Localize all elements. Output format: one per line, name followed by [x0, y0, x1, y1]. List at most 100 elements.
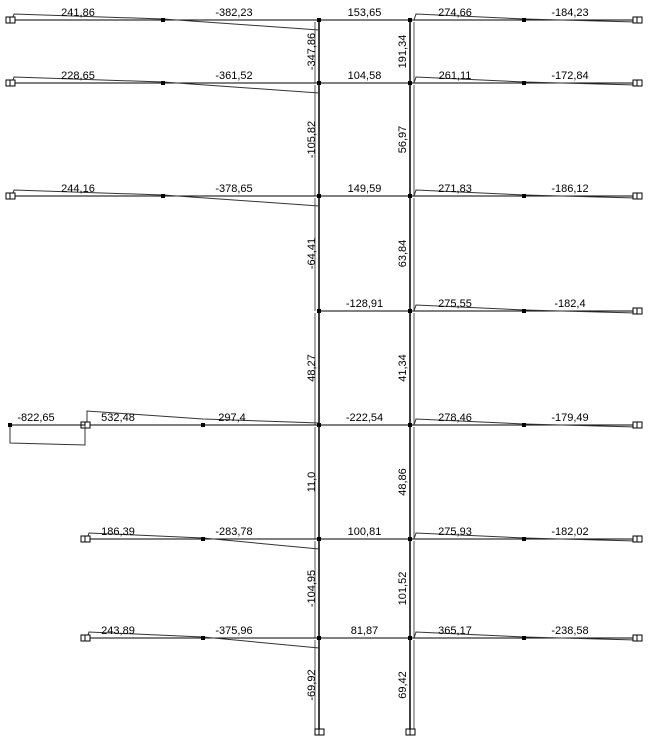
- right-beam-moment-label: -184,23: [551, 7, 588, 19]
- left-beam-moment-label: 243,89: [101, 625, 135, 637]
- left-beam-moment-label: -382,23: [215, 7, 252, 19]
- middle-beam-moment-label: 104,58: [348, 70, 382, 82]
- node: [408, 636, 412, 640]
- node: [317, 636, 321, 640]
- cantilever-moment-label: -822,65: [17, 412, 54, 424]
- node: [408, 18, 412, 22]
- left-beam-moment-label: 228,65: [61, 70, 95, 82]
- left-column-moment-label: 48,27: [306, 354, 318, 382]
- right-beam-moment-label: 274,66: [438, 7, 472, 19]
- node: [522, 309, 526, 313]
- middle-beam-moment-label: 153,65: [348, 7, 382, 19]
- middle-beam-moment-label: 81,87: [351, 625, 379, 637]
- right-beam-moment-label: 271,83: [438, 183, 472, 195]
- right-beam-moment-label: -238,58: [551, 625, 588, 637]
- fixed-support-icon: [636, 307, 643, 315]
- node: [408, 537, 412, 541]
- node: [201, 423, 205, 427]
- right-beam-moment-line: [413, 532, 638, 542]
- node: [161, 81, 165, 85]
- right-beam-moment-label: 275,93: [438, 526, 472, 538]
- left-column-moment-label: -104,95: [306, 570, 318, 607]
- node: [317, 18, 321, 22]
- fixed-support-icon: [84, 421, 91, 429]
- left-beam-moment-label: 244,16: [61, 183, 95, 195]
- right-column-moment-label: 63,84: [397, 240, 409, 268]
- middle-beam-moment-label: 149,59: [348, 183, 382, 195]
- fixed-support-icon: [9, 79, 16, 87]
- node: [201, 537, 205, 541]
- node: [8, 423, 12, 427]
- left-beam-moment-label: 241,86: [61, 7, 95, 19]
- left-column-moment-label: -64,41: [306, 238, 318, 269]
- right-beam-moment-label: -182,02: [551, 526, 588, 538]
- fixed-support-icon: [318, 728, 325, 736]
- left-column-moment-label: -69,92: [306, 669, 318, 700]
- node: [522, 81, 526, 85]
- fixed-support-icon: [636, 421, 643, 429]
- left-column-moment-label: -347,86: [306, 33, 318, 70]
- node: [522, 537, 526, 541]
- left-beam-moment-label: 186,39: [101, 526, 135, 538]
- fixed-support-icon: [9, 16, 16, 24]
- right-beam-moment-line: [413, 76, 638, 86]
- right-column-moment-label: 69,42: [397, 671, 409, 699]
- left-beam-moment-label: 297,4: [218, 412, 246, 424]
- right-beam-moment-label: -182,4: [554, 298, 585, 310]
- right-beam-moment-label: 365,17: [438, 625, 472, 637]
- node: [161, 18, 165, 22]
- left-beam-moment-label: -361,52: [215, 70, 252, 82]
- right-beam-moment-label: -186,12: [551, 183, 588, 195]
- cantilever-moment-line: [9, 425, 86, 446]
- right-column-moment-label: 56,97: [397, 126, 409, 154]
- right-beam-moment-label: -172,84: [551, 70, 588, 82]
- node: [522, 18, 526, 22]
- left-beam-moment-line: [11, 189, 320, 207]
- right-column-moment-label: 48,86: [397, 468, 409, 496]
- node: [522, 194, 526, 198]
- right-beam-moment-label: 275,55: [438, 298, 472, 310]
- left-beam-moment-label: -378,65: [215, 183, 252, 195]
- node: [161, 194, 165, 198]
- middle-beam-moment-label: -222,54: [346, 412, 383, 424]
- node: [522, 636, 526, 640]
- node: [317, 81, 321, 85]
- node: [408, 194, 412, 198]
- right-column-moment-label: 101,52: [397, 572, 409, 606]
- node: [408, 423, 412, 427]
- left-beam-moment-line: [11, 13, 320, 31]
- fixed-support-icon: [84, 634, 91, 642]
- right-beam-moment-label: 261,11: [439, 70, 472, 82]
- fixed-support-icon: [9, 192, 16, 200]
- fixed-support-icon: [636, 535, 643, 543]
- right-beam-moment-line: [413, 13, 638, 23]
- left-column-moment-label: -105,82: [306, 121, 318, 158]
- right-beam-moment-line: [413, 189, 638, 199]
- left-beam-moment-label: -375,96: [215, 625, 252, 637]
- middle-beam-moment-label: -128,91: [346, 298, 383, 310]
- right-beam-moment-label: -179,49: [551, 412, 588, 424]
- right-beam-moment-line: [413, 418, 638, 428]
- fixed-support-icon: [409, 728, 416, 736]
- fixed-support-icon: [636, 79, 643, 87]
- node: [317, 537, 321, 541]
- left-beam-moment-line: [11, 76, 320, 94]
- middle-beam-moment-label: 100,81: [348, 526, 382, 538]
- node: [317, 423, 321, 427]
- right-beam-moment-line: [413, 304, 638, 314]
- left-beam-moment-label: -283,78: [215, 526, 252, 538]
- node: [317, 309, 321, 313]
- node: [408, 81, 412, 85]
- left-beam-moment-line: [86, 410, 320, 425]
- node: [317, 194, 321, 198]
- fixed-support-icon: [636, 16, 643, 24]
- right-column-moment-label: 191,34: [397, 35, 409, 69]
- fixed-support-icon: [636, 192, 643, 200]
- right-beam-moment-line: [413, 631, 638, 641]
- left-column-moment-label: 11,0: [306, 472, 318, 493]
- node: [201, 636, 205, 640]
- fixed-support-icon: [636, 634, 643, 642]
- left-beam-moment-label: 532,48: [101, 412, 135, 424]
- node: [408, 309, 412, 313]
